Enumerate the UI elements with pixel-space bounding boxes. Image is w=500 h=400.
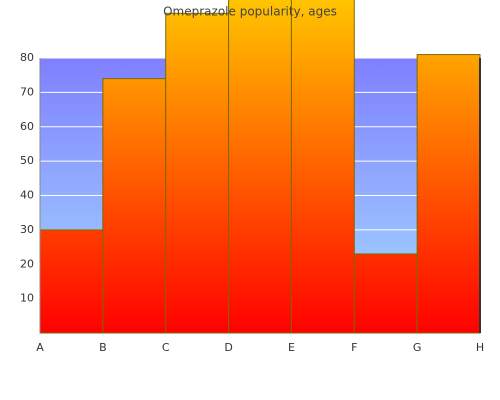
y-tick-label: 60 [20, 120, 34, 133]
step-area [102, 78, 167, 334]
step-area [290, 0, 355, 334]
y-tick-label: 20 [20, 257, 34, 270]
x-tick-label: C [162, 341, 170, 354]
y-tick-label: 70 [20, 85, 34, 98]
y-tick-label: 80 [20, 51, 34, 64]
step-area [353, 253, 418, 334]
step-area [228, 0, 292, 334]
x-tick-label: E [288, 341, 295, 354]
x-tick-label: D [224, 341, 232, 354]
y-tick-label: 40 [20, 189, 34, 202]
x-tick-label: F [351, 341, 357, 354]
x-tick-label: H [476, 341, 484, 354]
y-tick-label: 50 [20, 154, 34, 167]
chart-title: Omeprazole popularity, ages [163, 5, 337, 19]
x-tick-label: B [99, 341, 107, 354]
step-area [416, 54, 481, 334]
y-tick-label: 30 [20, 223, 34, 236]
x-tick-label: G [413, 341, 422, 354]
y-tick-label: 10 [20, 292, 34, 305]
step-area [165, 12, 230, 334]
step-area [39, 229, 104, 334]
x-tick-label: A [36, 341, 44, 354]
plot-layer: 10 20 30 40 50 60 70 80 A B C D E F G H [20, 0, 484, 354]
